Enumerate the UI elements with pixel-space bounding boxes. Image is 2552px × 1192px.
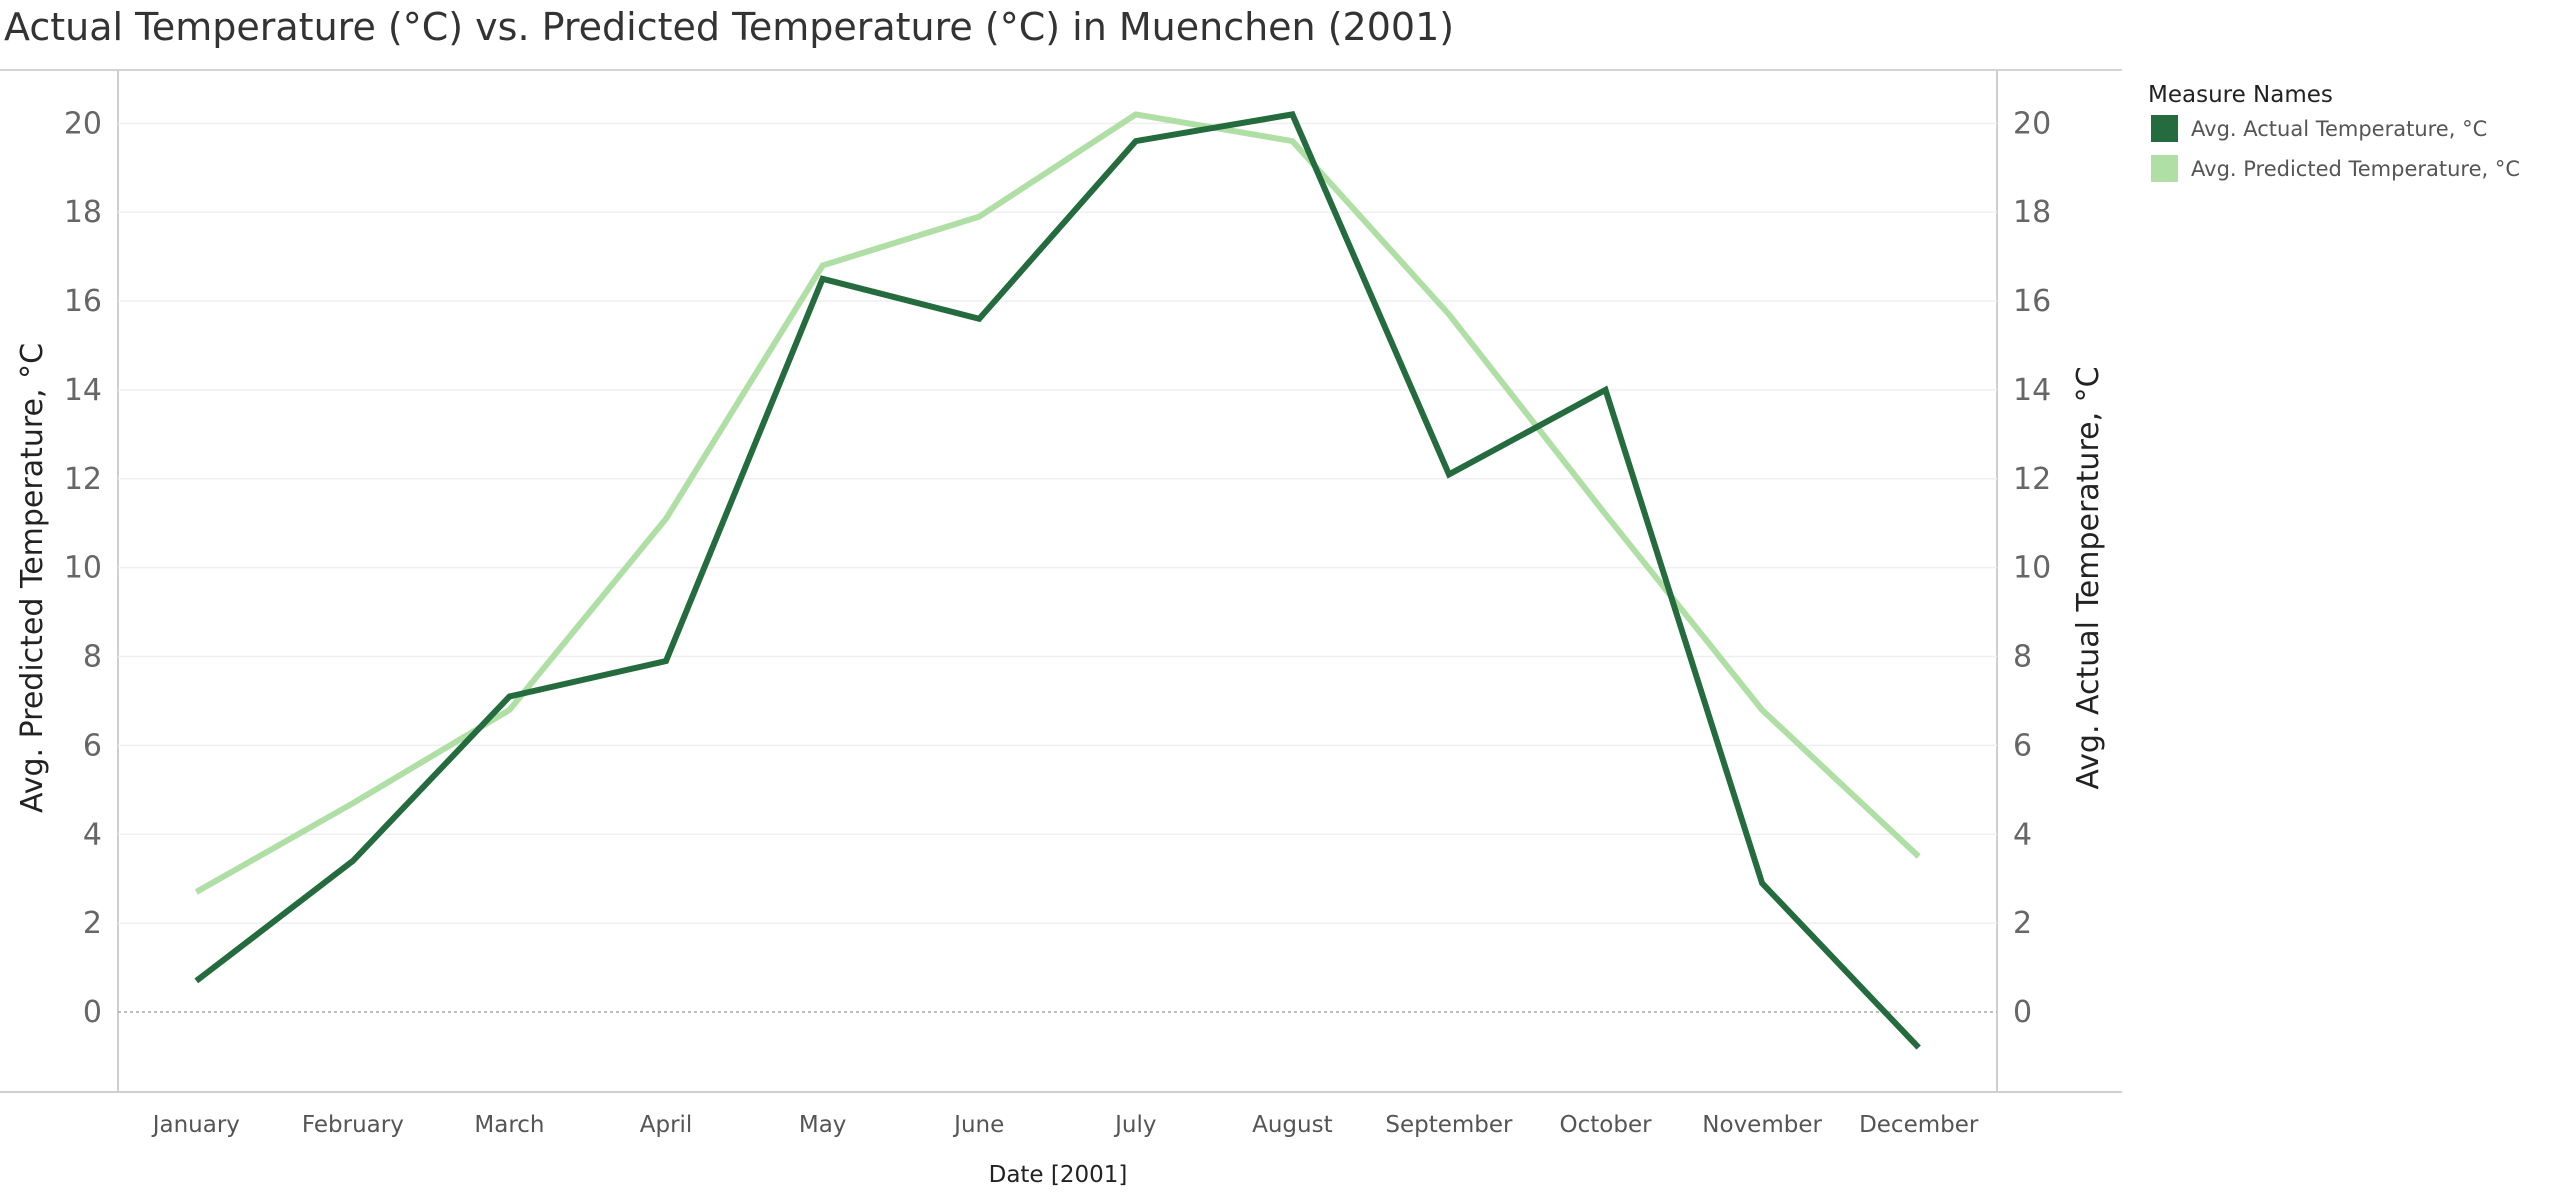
right-tick-label: 4 — [2013, 817, 2032, 852]
data-point — [1603, 511, 1609, 517]
data-point — [1916, 1045, 1922, 1051]
data-point — [350, 800, 356, 806]
chart-title: Actual Temperature (°C) vs. Predicted Te… — [4, 5, 1454, 49]
x-tick-label: October — [1560, 1112, 1653, 1138]
x-tick-label: September — [1385, 1112, 1513, 1138]
right-tick-label: 16 — [2013, 284, 2051, 319]
data-point — [976, 316, 982, 322]
right-tick-label: 8 — [2013, 640, 2032, 675]
right-tick-label: 2 — [2013, 906, 2032, 941]
data-point — [1289, 111, 1295, 117]
left-tick-label: 14 — [64, 373, 102, 408]
legend-item: Avg. Actual Temperature, °C — [2151, 115, 2487, 142]
data-point — [350, 858, 356, 864]
left-tick-label: 18 — [64, 195, 102, 230]
data-point — [663, 516, 669, 522]
data-point — [1759, 707, 1765, 713]
data-point — [193, 889, 199, 895]
data-point — [506, 694, 512, 700]
data-point — [1133, 138, 1139, 144]
data-point — [1289, 138, 1295, 144]
legend: Measure Names Avg. Actual Temperature, °… — [2148, 82, 2520, 182]
legend-label: Avg. Actual Temperature, °C — [2191, 117, 2487, 141]
x-axis-ticks: January February March April May June July Augu… — [151, 1112, 1979, 1138]
left-tick-label: 10 — [64, 551, 102, 586]
right-tick-label: 18 — [2013, 195, 2051, 230]
left-tick-label: 12 — [64, 462, 102, 497]
data-point — [1446, 311, 1452, 317]
legend-label: Avg. Predicted Temperature, °C — [2191, 157, 2520, 181]
data-point — [820, 263, 826, 269]
x-tick-label: April — [640, 1112, 693, 1138]
x-tick-label: May — [799, 1112, 847, 1138]
left-tick-label: 16 — [64, 284, 102, 319]
x-tick-label: November — [1702, 1112, 1822, 1138]
gridlines — [118, 123, 1997, 1012]
legend-swatch — [2151, 115, 2178, 142]
right-axis-ticks: 0 2 4 6 8 10 12 14 16 18 20 — [2013, 106, 2051, 1030]
data-point — [1759, 880, 1765, 886]
left-axis-ticks: 0 2 4 6 8 10 12 14 16 18 20 — [64, 106, 102, 1030]
x-axis-title: Date [2001] — [989, 1162, 1128, 1188]
left-tick-label: 6 — [83, 728, 102, 763]
x-tick-label: August — [1252, 1112, 1333, 1138]
left-tick-label: 4 — [83, 817, 102, 852]
series-lines — [193, 111, 1921, 1050]
data-point — [1446, 471, 1452, 477]
left-axis-title: Avg. Predicted Temperature, °C — [15, 343, 50, 813]
data-point — [193, 978, 199, 984]
data-point — [976, 214, 982, 220]
x-tick-label: June — [952, 1112, 1004, 1138]
right-tick-label: 6 — [2013, 728, 2032, 763]
left-tick-label: 0 — [83, 995, 102, 1030]
left-tick-label: 2 — [83, 906, 102, 941]
data-point — [820, 276, 826, 282]
data-point — [1916, 853, 1922, 859]
data-point — [1133, 111, 1139, 117]
data-point — [1603, 387, 1609, 393]
data-point — [506, 707, 512, 713]
x-tick-label: February — [302, 1112, 404, 1138]
right-axis-title: Avg. Actual Temperature, °C — [2071, 366, 2106, 789]
right-tick-label: 12 — [2013, 462, 2051, 497]
left-tick-label: 20 — [64, 106, 102, 141]
data-point — [663, 658, 669, 664]
x-tick-label: March — [474, 1112, 544, 1138]
x-tick-label: January — [151, 1112, 240, 1138]
left-tick-label: 8 — [83, 640, 102, 675]
legend-swatch — [2151, 155, 2178, 182]
right-tick-label: 0 — [2013, 995, 2032, 1030]
legend-title: Measure Names — [2148, 82, 2333, 108]
x-tick-label: December — [1859, 1112, 1979, 1138]
right-tick-label: 14 — [2013, 373, 2051, 408]
right-tick-label: 10 — [2013, 551, 2051, 586]
x-tick-label: July — [1113, 1112, 1156, 1138]
right-tick-label: 20 — [2013, 106, 2051, 141]
legend-item: Avg. Predicted Temperature, °C — [2151, 155, 2520, 182]
